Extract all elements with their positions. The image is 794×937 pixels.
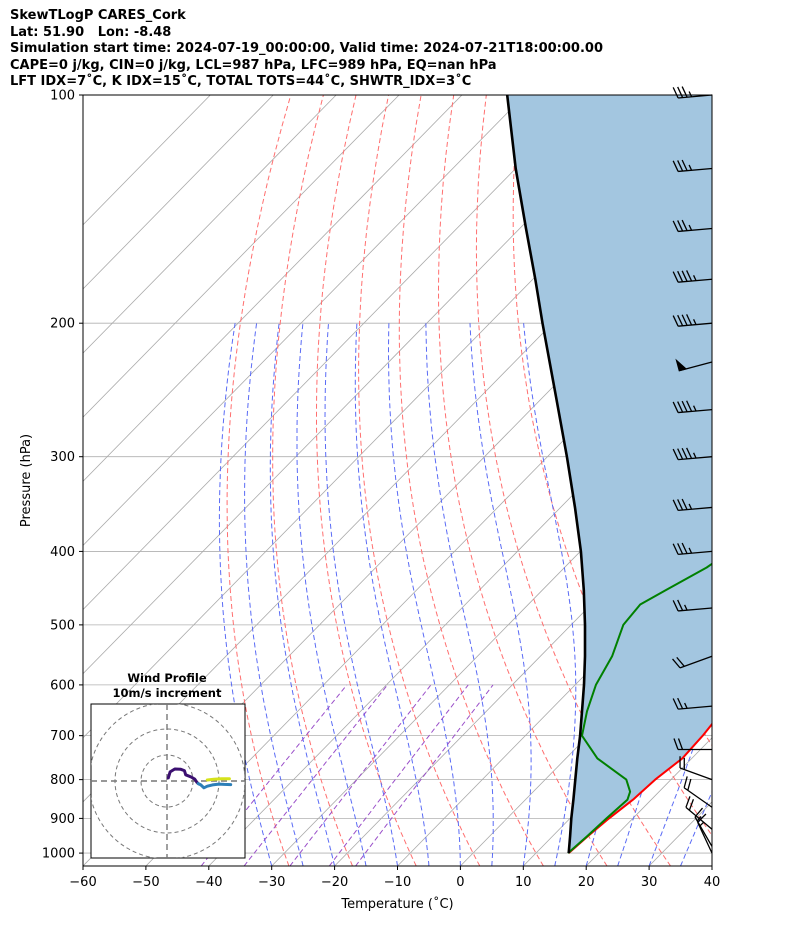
wind-barb bbox=[672, 447, 713, 461]
moist-adiabat bbox=[354, 323, 430, 866]
isotherm-gridline bbox=[775, 95, 794, 866]
moist-adiabat bbox=[324, 323, 398, 866]
wind-barb bbox=[672, 314, 713, 327]
x-tick-label: −30 bbox=[258, 875, 285, 890]
moist-adiabat bbox=[296, 323, 367, 866]
x-tick-label: −50 bbox=[132, 875, 159, 890]
x-tick-label: 30 bbox=[641, 875, 658, 890]
wind-barb bbox=[672, 86, 713, 99]
mixing-ratio-line bbox=[243, 684, 388, 866]
isotherm-gridline bbox=[711, 865, 712, 866]
x-tick-label: −60 bbox=[69, 875, 96, 890]
wind-barb bbox=[672, 219, 713, 233]
moist-adiabat bbox=[269, 323, 336, 866]
y-tick-label: 500 bbox=[50, 618, 75, 633]
isotherm-gridline bbox=[334, 480, 712, 866]
wind-barb bbox=[672, 542, 713, 556]
dry-adiabat bbox=[780, 95, 794, 866]
dry-adiabat bbox=[714, 95, 794, 866]
wind-barb bbox=[672, 400, 713, 414]
wind-barb bbox=[672, 498, 713, 512]
x-tick-label: 0 bbox=[456, 875, 464, 890]
mixing-ratio-line bbox=[289, 684, 432, 866]
isotherm-gridline bbox=[397, 544, 712, 866]
hodograph-title: Wind Profile bbox=[127, 671, 207, 685]
y-tick-label: 1000 bbox=[42, 847, 75, 862]
dry-adiabat bbox=[358, 95, 481, 866]
x-tick-label: 40 bbox=[704, 875, 721, 890]
wind-barb bbox=[679, 756, 713, 781]
moist-adiabat bbox=[469, 323, 532, 866]
mixing-ratio-line bbox=[200, 684, 348, 866]
isotherm-gridline bbox=[83, 95, 274, 290]
wind-barb bbox=[675, 358, 713, 372]
x-axis-label: Temperature (˚C) bbox=[340, 896, 453, 912]
wind-barb bbox=[672, 599, 713, 612]
time-line: Simulation start time: 2024-07-19_00:00:… bbox=[10, 41, 603, 56]
hodograph-ring bbox=[140, 754, 194, 808]
hodograph-trace bbox=[205, 777, 231, 782]
moist-adiabat bbox=[648, 693, 712, 866]
isotherm-gridline bbox=[83, 95, 211, 226]
wind-barb bbox=[673, 738, 712, 751]
wind-barb bbox=[672, 270, 713, 283]
isotherm-gridline bbox=[83, 95, 400, 418]
x-tick-label: −40 bbox=[195, 875, 222, 890]
dry-adiabat bbox=[272, 95, 353, 866]
hodograph-trace bbox=[196, 782, 233, 790]
moist-adiabat bbox=[425, 323, 494, 866]
isotherm-gridline bbox=[83, 95, 526, 546]
plot-area bbox=[83, 95, 794, 866]
x-tick-label: 10 bbox=[515, 875, 532, 890]
isotherm-gridline bbox=[83, 95, 337, 354]
y-axis-label: Pressure (hPa) bbox=[19, 434, 34, 527]
isotherm-gridline bbox=[145, 288, 712, 866]
indices-line-1: CAPE=0 j/kg, CIN=0 j/kg, LCL=987 hPa, LF… bbox=[10, 57, 497, 73]
y-tick-label: 700 bbox=[50, 729, 75, 744]
wind-barb bbox=[672, 159, 713, 173]
chart-title: SkewTLogP CARES_Cork bbox=[10, 8, 186, 23]
x-tick-label: 20 bbox=[578, 875, 595, 890]
y-tick-label: 900 bbox=[50, 812, 75, 827]
indices-line-2: LFT IDX=7˚C, K IDX=15˚C, TOTAL TOTS=44˚C… bbox=[10, 74, 472, 89]
mixing-ratio-line bbox=[328, 684, 469, 866]
wind-barb bbox=[672, 655, 713, 669]
mixing-ratio-line bbox=[355, 684, 494, 866]
y-tick-label: 800 bbox=[50, 773, 75, 788]
temperature-line bbox=[568, 722, 712, 854]
isotherm-gridline bbox=[83, 95, 589, 611]
moist-adiabat bbox=[244, 323, 304, 866]
dry-adiabat bbox=[226, 95, 292, 866]
dewpoint-line bbox=[567, 562, 712, 854]
dry-adiabat bbox=[398, 95, 544, 866]
moist-adiabat bbox=[388, 323, 461, 866]
moist-adiabat bbox=[218, 323, 273, 866]
hodograph-trace bbox=[166, 767, 200, 786]
moist-adiabat bbox=[523, 323, 577, 866]
dry-adiabat bbox=[316, 95, 417, 866]
y-tick-label: 100 bbox=[50, 89, 75, 104]
isotherm-gridline bbox=[83, 95, 463, 482]
y-tick-label: 600 bbox=[50, 678, 75, 693]
wind-barb bbox=[683, 776, 713, 808]
wind-barb bbox=[697, 813, 713, 854]
moist-adiabat bbox=[711, 864, 712, 866]
hodograph-ring bbox=[114, 728, 220, 834]
location-line: Lat: 51.90 Lon: -8.48 bbox=[10, 24, 172, 40]
hodograph-subtitle: 10m/s increment bbox=[113, 686, 222, 700]
parcel-path-line bbox=[505, 95, 587, 854]
x-tick-label: −10 bbox=[384, 875, 411, 890]
chart-header: SkewTLogP CARES_Cork Lat: 51.90 Lon: -8.4… bbox=[10, 8, 603, 91]
wind-barbs bbox=[672, 86, 713, 854]
y-tick-label: 200 bbox=[50, 317, 75, 332]
x-tick-label: −20 bbox=[321, 875, 348, 890]
cape-cin-shading bbox=[507, 95, 712, 854]
wind-barb bbox=[672, 697, 713, 710]
dry-adiabat bbox=[747, 95, 794, 866]
y-tick-label: 300 bbox=[50, 450, 75, 465]
y-tick-label: 400 bbox=[50, 545, 75, 560]
